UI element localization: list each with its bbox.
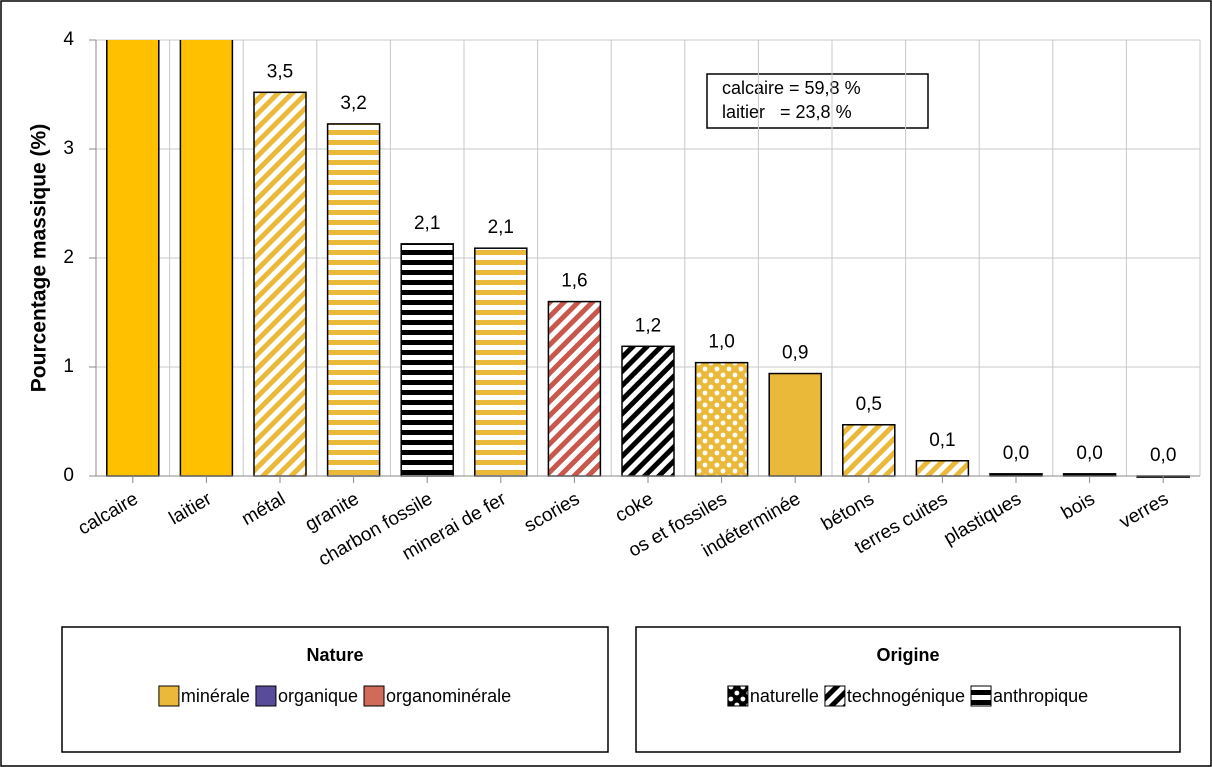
legend-swatch [824,685,846,707]
value-label: 0,5 [856,394,882,415]
legend-items: naturelle technogénique anthropique [727,685,1088,707]
legend-label: organominérale [386,686,511,706]
y-tick-label: 1 [63,356,74,377]
bar [621,345,675,477]
legend-items: minérale organique organominérale [158,685,511,707]
value-label: 1,2 [635,315,661,336]
legend-swatch [255,685,277,707]
annotation: calcaire = 59,8 % [722,78,861,98]
legend-swatch [970,685,992,707]
bar [106,40,160,477]
legend-box [61,626,609,753]
bar [915,459,970,477]
plot-area [106,40,1190,478]
annotation-box [706,73,929,129]
bar [694,361,749,477]
legend-title: Nature [306,645,363,665]
legend-label: minérale [181,686,250,706]
legend-box [635,626,1181,753]
value-label: 0,0 [1003,443,1029,464]
bar [253,91,307,477]
legend-swatch [727,685,749,707]
value-label: 3,2 [340,93,366,114]
legend-label: technogénique [847,686,965,706]
bar [768,372,822,477]
bar [842,424,896,477]
legend-title: Origine [876,645,939,665]
value-label: 0,1 [929,430,955,451]
bar [179,40,234,477]
legend-swatch [363,685,385,707]
y-tick-label: 0 [63,465,74,486]
value-label: 2,1 [488,217,514,238]
value-label: 0,9 [782,343,808,364]
legend-swatch [158,685,180,707]
legend-label: naturelle [750,686,819,706]
y-axis-title: Pourcentage massique (%) [28,124,51,392]
y-tick-label: 4 [63,29,74,50]
legend-label: anthropique [993,686,1088,706]
annotation: laitier = 23,8 % [722,102,852,122]
bar [400,243,454,477]
value-label: 3,5 [267,61,293,82]
y-tick-label: 2 [63,247,74,268]
value-label: 0,0 [1150,445,1176,466]
bar [326,123,381,477]
bar [474,247,528,477]
value-label: 1,0 [708,332,734,353]
legend-label: organique [278,686,358,706]
y-tick-label: 3 [63,138,74,159]
value-label: 1,6 [561,271,587,292]
value-label: 0,0 [1076,443,1102,464]
value-label: 2,1 [414,213,440,234]
bar [547,300,602,477]
